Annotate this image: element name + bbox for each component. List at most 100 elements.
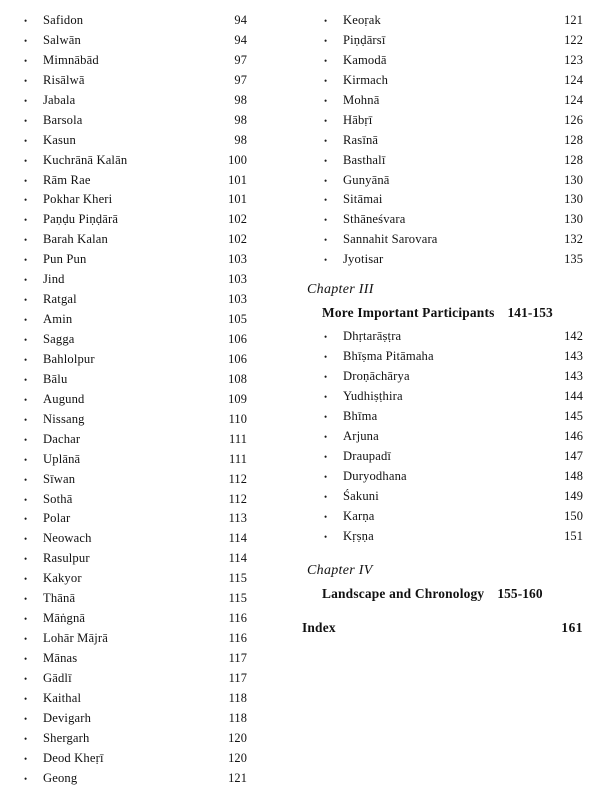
toc-entry-label: Jyotisar bbox=[343, 252, 384, 267]
index-row[interactable]: Index 161 bbox=[300, 617, 600, 639]
toc-entry[interactable]: • Kakyor 115 bbox=[0, 569, 300, 589]
chapter-three-title-row[interactable]: More Important Participants 141-153 bbox=[300, 301, 600, 324]
toc-entry[interactable]: • Jabala 98 bbox=[0, 91, 300, 111]
toc-entry[interactable]: • Kasun 98 bbox=[0, 131, 300, 151]
chapter-four-page-range: 155-160 bbox=[497, 585, 543, 601]
bullet-icon: • bbox=[24, 733, 28, 744]
toc-entry[interactable]: • Deod Kheṛī 120 bbox=[0, 749, 300, 769]
bullet-icon: • bbox=[324, 175, 328, 186]
toc-entry[interactable]: • Barah Kalan 102 bbox=[0, 230, 300, 250]
toc-column-left: • Safidon 94 • Salwān 94 • Mimnābād 97 • Risālwā 97… bbox=[0, 11, 300, 789]
bullet-icon: • bbox=[324, 332, 328, 343]
toc-entry[interactable]: • Gunyānā 130 bbox=[300, 171, 600, 191]
toc-entry[interactable]: • Sagga 106 bbox=[0, 330, 300, 350]
toc-entry[interactable]: • Barsola 98 bbox=[0, 111, 300, 131]
toc-entry[interactable]: • Nissang 110 bbox=[0, 410, 300, 430]
chapter-three-title: More Important Participants bbox=[322, 305, 495, 321]
toc-entry[interactable]: • Dachar 111 bbox=[0, 430, 300, 450]
toc-entry-page-number: 100 bbox=[228, 152, 247, 167]
toc-entry-page-number: 98 bbox=[234, 92, 247, 107]
toc-entry[interactable]: • Basthalī 128 bbox=[300, 151, 600, 171]
toc-entry[interactable]: • Mānas 117 bbox=[0, 649, 300, 669]
toc-entry[interactable]: • Amin 105 bbox=[0, 310, 300, 330]
bullet-icon: • bbox=[324, 255, 328, 266]
toc-entry[interactable]: • Kirmach 124 bbox=[300, 71, 600, 91]
toc-entry-page-number: 112 bbox=[228, 491, 247, 506]
toc-entry[interactable]: • Rasīnā 128 bbox=[300, 131, 600, 151]
toc-entry-label: Yudhiṣṭhira bbox=[343, 389, 403, 403]
toc-entry[interactable]: • Dhṛtarāṣṭra 142 bbox=[300, 327, 600, 347]
toc-entry[interactable]: • Salwān 94 bbox=[0, 31, 300, 51]
toc-entry[interactable]: • Pun Pun 103 bbox=[0, 250, 300, 270]
toc-entry[interactable]: • Piṇḍārsī 122 bbox=[300, 31, 600, 51]
toc-entry[interactable]: • Risālwā 97 bbox=[0, 71, 300, 91]
toc-entry[interactable]: • Bhīma 145 bbox=[300, 407, 600, 427]
bullet-icon: • bbox=[24, 514, 28, 525]
toc-entry[interactable]: • Māṅgnā 116 bbox=[0, 609, 300, 629]
toc-entry[interactable]: • Pokhar Kheri 101 bbox=[0, 190, 300, 210]
toc-column-right: • Keoṛak 121 • Piṇḍārsī 122 • Kamodā 123 • Kirmach… bbox=[300, 11, 600, 789]
toc-entry[interactable]: • Kuchrānā Kalān 100 bbox=[0, 151, 300, 171]
toc-entry[interactable]: • Thānā 115 bbox=[0, 589, 300, 609]
toc-entry[interactable]: • Bahlolpur 106 bbox=[0, 350, 300, 370]
toc-entry[interactable]: • Ratgal 103 bbox=[0, 290, 300, 310]
toc-entry[interactable]: • Safidon 94 bbox=[0, 11, 300, 31]
toc-entry[interactable]: • Keoṛak 121 bbox=[300, 11, 600, 31]
bullet-icon: • bbox=[324, 451, 328, 462]
toc-entry[interactable]: • Augund 109 bbox=[0, 390, 300, 410]
toc-entry[interactable]: • Hābṛī 126 bbox=[300, 111, 600, 131]
toc-entry[interactable]: • Uplānā 111 bbox=[0, 450, 300, 470]
toc-entry[interactable]: • Jind 103 bbox=[0, 270, 300, 290]
toc-entry[interactable]: • Sīwan 112 bbox=[0, 470, 300, 490]
toc-entry-page-number: 120 bbox=[228, 750, 247, 765]
toc-entry[interactable]: • Mohnā 124 bbox=[300, 91, 600, 111]
toc-entry[interactable]: • Polar 113 bbox=[0, 509, 300, 529]
chapter-four-title-row[interactable]: Landscape and Chronology 155-160 bbox=[300, 582, 600, 605]
bullet-icon: • bbox=[24, 374, 28, 385]
toc-entry-label: Keoṛak bbox=[343, 13, 381, 27]
toc-entry-label: Pun Pun bbox=[43, 252, 87, 267]
toc-entry-label: Dachar bbox=[43, 431, 81, 446]
toc-entry-label: Rasīnā bbox=[343, 132, 379, 147]
toc-entry[interactable]: • Gādlī 117 bbox=[0, 669, 300, 689]
toc-entry[interactable]: • Neowach 114 bbox=[0, 529, 300, 549]
toc-entry[interactable]: • Devigarh 118 bbox=[0, 709, 300, 729]
toc-entry[interactable]: • Droṇāchārya 143 bbox=[300, 367, 600, 387]
toc-entry[interactable]: • Mimnābād 97 bbox=[0, 51, 300, 71]
chapter-three-page-range: 141-153 bbox=[507, 305, 553, 321]
toc-entry[interactable]: • Rasulpur 114 bbox=[0, 549, 300, 569]
toc-entry-label: Bahlolpur bbox=[43, 351, 95, 366]
toc-entry-label: Duryodhana bbox=[343, 468, 407, 483]
toc-entry[interactable]: • Śakuni 149 bbox=[300, 487, 600, 507]
bullet-icon: • bbox=[324, 411, 328, 422]
toc-entry[interactable]: • Kamodā 123 bbox=[300, 51, 600, 71]
toc-entry[interactable]: • Draupadī 147 bbox=[300, 447, 600, 467]
bullet-icon: • bbox=[324, 16, 328, 26]
toc-entry[interactable]: • Bālu 108 bbox=[0, 370, 300, 390]
toc-entry[interactable]: • Kṛṣṇa 151 bbox=[300, 527, 600, 547]
toc-entry-page-number: 102 bbox=[228, 232, 247, 247]
toc-entry-label: Draupadī bbox=[343, 448, 392, 463]
toc-entry[interactable]: • Sothā 112 bbox=[0, 490, 300, 510]
toc-entry-page-number: 98 bbox=[234, 112, 247, 127]
toc-entry[interactable]: • Rām Rae 101 bbox=[0, 171, 300, 191]
toc-entry[interactable]: • Yudhiṣṭhira 144 bbox=[300, 387, 600, 407]
toc-entry[interactable]: • Lohār Mājrā 116 bbox=[0, 629, 300, 649]
toc-entry[interactable]: • Paṇḍu Piṇḍārā 102 bbox=[0, 210, 300, 230]
toc-entry-page-number: 117 bbox=[228, 651, 247, 665]
toc-entry[interactable]: • Shergarh 120 bbox=[0, 729, 300, 749]
toc-entry[interactable]: • Kaithal 118 bbox=[0, 689, 300, 709]
toc-entry-page-number: 146 bbox=[564, 428, 583, 443]
toc-entry[interactable]: • Geong 121 bbox=[0, 769, 300, 789]
toc-entry[interactable]: • Sannahit Sarovara 132 bbox=[300, 230, 600, 250]
toc-entry[interactable]: • Duryodhana 148 bbox=[300, 467, 600, 487]
toc-entry[interactable]: • Bhīṣma Pitāmaha 143 bbox=[300, 347, 600, 367]
toc-entry[interactable]: • Karṇa 150 bbox=[300, 507, 600, 527]
toc-entry[interactable]: • Sitāmai 130 bbox=[300, 190, 600, 210]
toc-entry-page-number: 135 bbox=[564, 252, 583, 267]
bullet-icon: • bbox=[324, 392, 328, 402]
toc-entry-label: Thānā bbox=[43, 591, 76, 606]
toc-entry[interactable]: • Arjuna 146 bbox=[300, 427, 600, 447]
toc-entry[interactable]: • Jyotisar 135 bbox=[300, 250, 600, 270]
toc-entry[interactable]: • Sthāneśvara 130 bbox=[300, 210, 600, 230]
